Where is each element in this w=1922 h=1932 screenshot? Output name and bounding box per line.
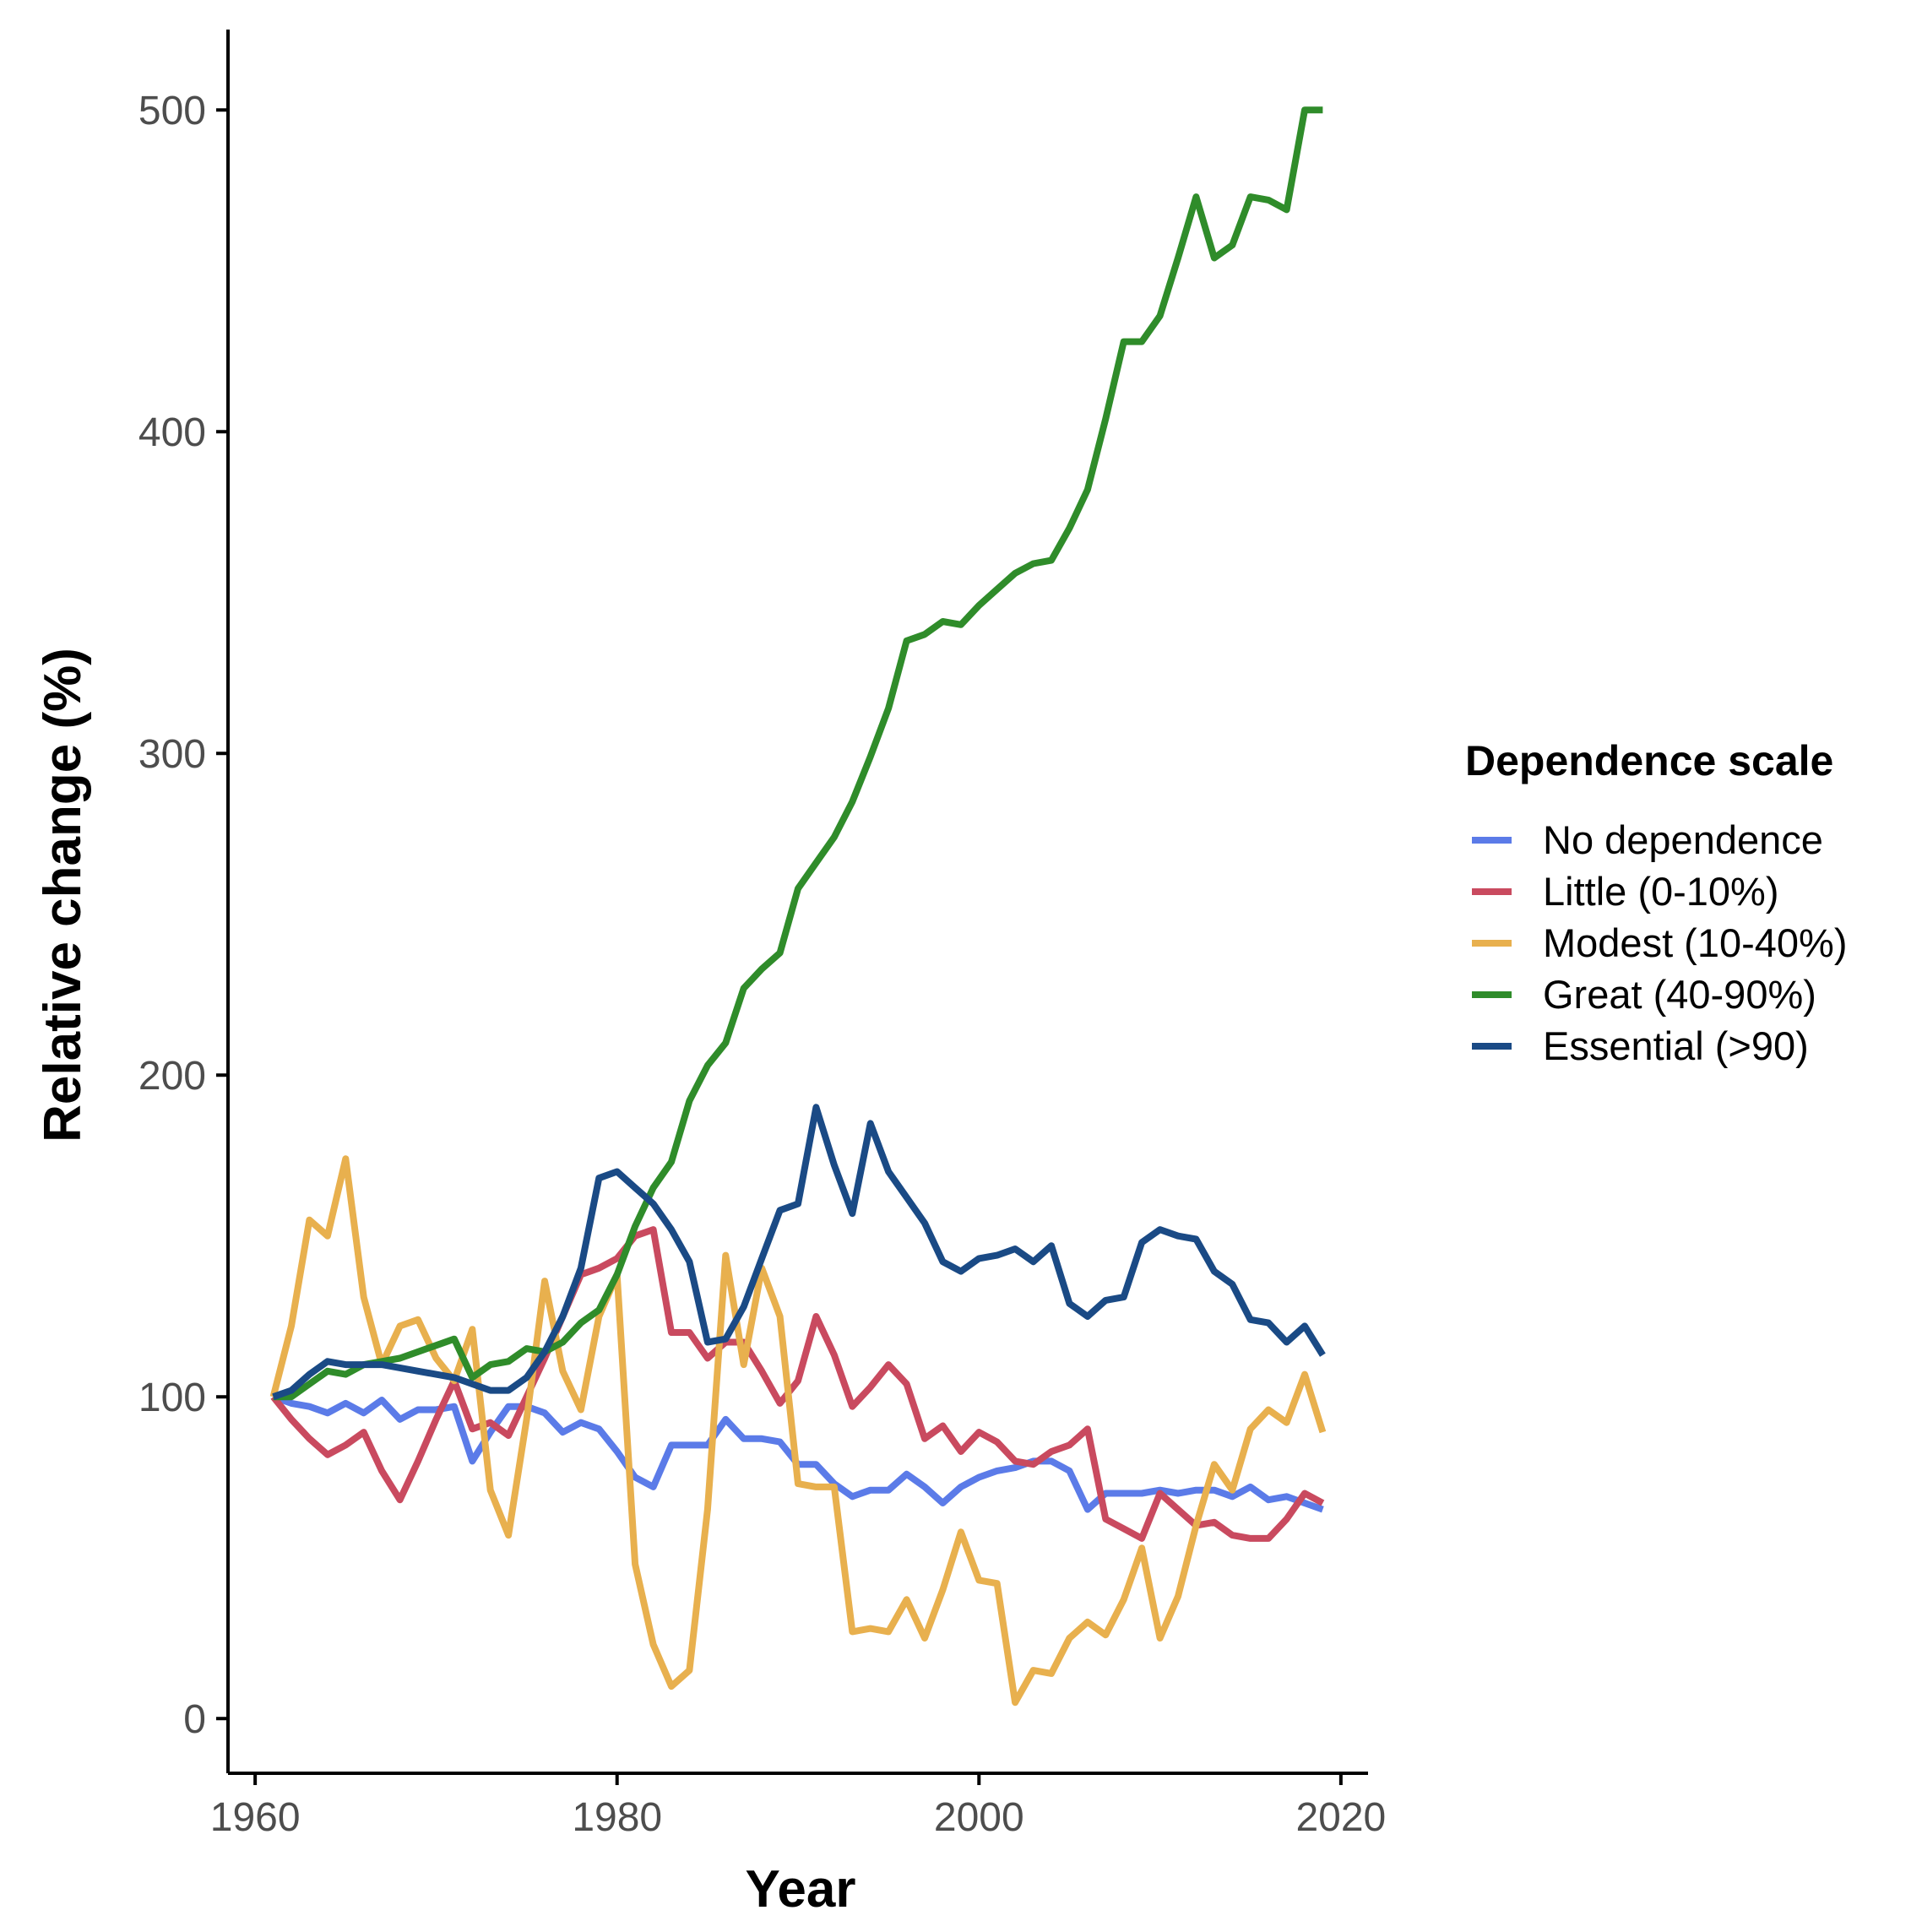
legend-label: No dependence — [1543, 817, 1823, 862]
series-line-great-40-90 — [273, 106, 1323, 1401]
y-tick-label: 200 — [138, 1054, 206, 1099]
series-line-essential-90 — [272, 1104, 1326, 1400]
legend-label: Modest (10-40%) — [1543, 920, 1848, 965]
x-tick-label: 2000 — [934, 1795, 1024, 1840]
y-tick-label: 300 — [138, 732, 206, 777]
y-tick-label: 0 — [183, 1697, 206, 1742]
legend-items: No dependence Little (0-10%) Modest (10-40… — [1472, 817, 1848, 1068]
x-tick-label: 1980 — [572, 1795, 662, 1840]
plot-area — [269, 106, 1327, 1707]
legend: Dependence scale No dependence Little (0-… — [1465, 737, 1848, 1068]
y-tick-label: 500 — [138, 89, 206, 133]
x-tick-label: 2020 — [1295, 1795, 1386, 1840]
legend-label: Little (0-10%) — [1543, 869, 1779, 914]
y-tick-label: 400 — [138, 410, 206, 455]
series-line-little-0-10 — [270, 1226, 1325, 1542]
y-axis-ticks: 0 100 200 300 400 500 — [138, 89, 228, 1742]
x-axis-ticks: 1960 1980 2000 2020 — [210, 1773, 1386, 1840]
legend-label: Essential (>90) — [1543, 1023, 1809, 1068]
x-axis-title: Year — [745, 1860, 855, 1918]
y-axis-title: Relative change (%) — [34, 648, 92, 1142]
legend-title: Dependence scale — [1465, 737, 1833, 784]
x-tick-label: 1960 — [210, 1795, 301, 1840]
y-tick-label: 100 — [138, 1376, 206, 1420]
legend-label: Great (40-90%) — [1543, 972, 1816, 1017]
